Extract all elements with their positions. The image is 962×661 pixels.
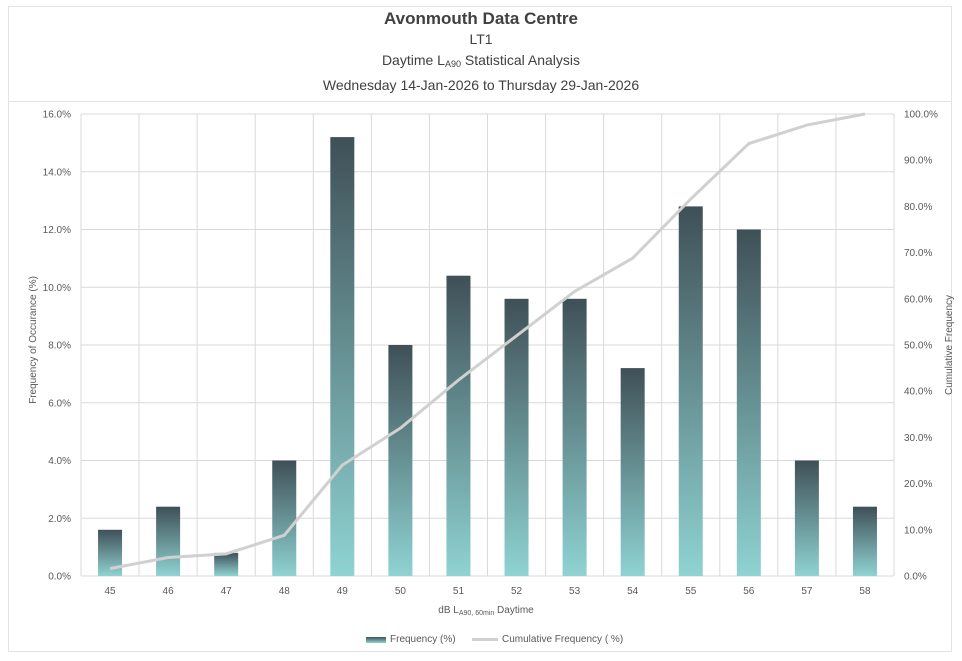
x-tick-label: 54 bbox=[627, 586, 639, 597]
date-range: Wednesday 14-Jan-2026 to Thursday 29-Jan… bbox=[322, 77, 640, 93]
x-tick-label: 56 bbox=[743, 586, 755, 597]
y2-axis-title: Cumulative Frequency bbox=[944, 295, 955, 395]
legend-frequency: Frequency (%) bbox=[366, 634, 456, 645]
y2-tick-label: 20.0% bbox=[904, 479, 932, 490]
y2-tick-label: 90.0% bbox=[904, 156, 932, 167]
chart-subtitle: LT1 bbox=[469, 31, 493, 47]
x-tick-label: 47 bbox=[221, 586, 233, 597]
x-tick-label: 45 bbox=[104, 586, 116, 597]
y2-tick-label: 40.0% bbox=[904, 387, 932, 398]
x-tick-label: 57 bbox=[801, 586, 813, 597]
y2-tick-label: 70.0% bbox=[904, 248, 932, 259]
y-tick-label: 12.0% bbox=[43, 225, 71, 236]
legend-bar-swatch bbox=[366, 636, 386, 643]
bar-58 bbox=[852, 506, 877, 576]
legend-line-label: Cumulative Frequency ( %) bbox=[502, 634, 624, 645]
y2-tick-label: 60.0% bbox=[904, 294, 932, 305]
bar-46 bbox=[156, 506, 181, 576]
bar-50 bbox=[388, 345, 413, 576]
bar-53 bbox=[562, 298, 587, 576]
y2-tick-label: 10.0% bbox=[904, 525, 932, 536]
legend-bar-label: Frequency (%) bbox=[390, 634, 456, 645]
cumulative-line bbox=[109, 112, 866, 571]
bar-56 bbox=[736, 229, 761, 576]
x-tick-label: 52 bbox=[511, 586, 523, 597]
bar-45 bbox=[98, 529, 123, 576]
y-tick-label: 16.0% bbox=[43, 110, 71, 121]
legend-cumulative: Cumulative Frequency ( %) bbox=[472, 634, 623, 645]
bar-54 bbox=[620, 368, 645, 576]
bar-47 bbox=[214, 552, 239, 576]
x-axis-title-suffix: Daytime bbox=[494, 605, 534, 616]
x-tick-label: 48 bbox=[279, 586, 291, 597]
y-axis-title: Frequency of Occurance (%) bbox=[28, 276, 39, 404]
analysis-subscript: A90 bbox=[444, 59, 461, 69]
legend-line-swatch bbox=[472, 638, 498, 641]
bar-49 bbox=[330, 137, 355, 576]
chart-title: Avonmouth Data Centre bbox=[384, 9, 578, 28]
bar-57 bbox=[794, 460, 819, 576]
x-tick-label: 50 bbox=[395, 586, 407, 597]
header-divider bbox=[8, 101, 952, 102]
bar-51 bbox=[446, 275, 471, 576]
y2-tick-label: 50.0% bbox=[904, 341, 932, 352]
bar-52 bbox=[504, 298, 529, 576]
y-tick-label: 6.0% bbox=[48, 398, 71, 409]
x-tick-label: 46 bbox=[163, 586, 175, 597]
y2-tick-label: 0.0% bbox=[904, 572, 927, 583]
y2-tick-label: 30.0% bbox=[904, 433, 932, 444]
bar-55 bbox=[678, 206, 703, 576]
x-tick-label: 53 bbox=[569, 586, 581, 597]
x-tick-label: 55 bbox=[685, 586, 697, 597]
x-tick-label: 49 bbox=[337, 586, 349, 597]
bar-48 bbox=[272, 460, 297, 576]
y-tick-label: 8.0% bbox=[48, 341, 71, 352]
analysis-title: Daytime LA90 Statistical Analysis bbox=[0, 50, 962, 75]
x-tick-label: 58 bbox=[859, 586, 871, 597]
chart-header: Avonmouth Data Centre LT1 Daytime LA90 S… bbox=[0, 8, 962, 96]
x-axis-title-prefix: dB L bbox=[438, 605, 459, 616]
chart-frame bbox=[8, 6, 952, 652]
analysis-prefix: Daytime L bbox=[381, 52, 445, 68]
x-axis-title: dB LA90, 60min Daytime bbox=[438, 605, 534, 617]
x-axis-title-sub: A90, 60min bbox=[459, 610, 495, 617]
x-tick-label: 51 bbox=[453, 586, 465, 597]
y-tick-label: 10.0% bbox=[43, 283, 71, 294]
y2-tick-label: 80.0% bbox=[904, 202, 932, 213]
y-tick-label: 4.0% bbox=[48, 456, 71, 467]
y-tick-label: 2.0% bbox=[48, 514, 71, 525]
y-tick-label: 0.0% bbox=[48, 572, 71, 583]
y2-tick-label: 100.0% bbox=[904, 110, 938, 121]
analysis-suffix: Statistical Analysis bbox=[460, 52, 581, 68]
y-tick-label: 14.0% bbox=[43, 167, 71, 178]
